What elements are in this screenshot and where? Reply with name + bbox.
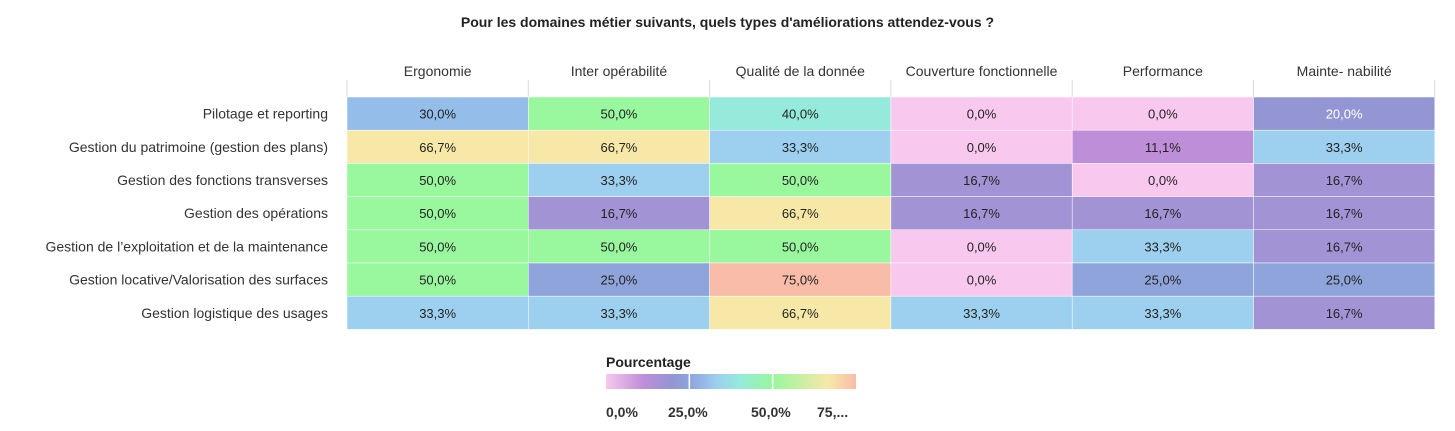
heatmap-cell bbox=[1071, 229, 1254, 264]
row-label: Gestion du patrimoine (gestion des plans… bbox=[69, 139, 328, 155]
column-label: Ergonomie bbox=[404, 63, 472, 79]
cell-value-label: 50,0% bbox=[782, 239, 819, 254]
cell-value-label: 66,7% bbox=[419, 140, 456, 155]
cell-value-label: 16,7% bbox=[963, 173, 1000, 188]
heatmap-cell bbox=[1071, 262, 1254, 297]
legend-tick-3: 75,... bbox=[817, 404, 849, 420]
cell-value-label: 25,0% bbox=[601, 273, 638, 288]
cell-value-label: 33,3% bbox=[1144, 306, 1181, 321]
cell-value-label: 33,3% bbox=[601, 306, 638, 321]
heatmap-cell bbox=[346, 163, 529, 197]
cell-value-label: 50,0% bbox=[419, 206, 456, 221]
cell-value-label: 33,3% bbox=[963, 306, 1000, 321]
heatmap-cell bbox=[1253, 163, 1436, 197]
cell-value-label: 33,3% bbox=[782, 140, 819, 155]
chart-title: Pour les domaines métier suivants, quels… bbox=[460, 14, 995, 30]
heatmap-cell bbox=[528, 229, 710, 264]
heatmap-cell bbox=[346, 196, 529, 231]
heatmap-cell bbox=[1071, 163, 1254, 197]
heatmap-cell bbox=[528, 96, 710, 131]
legend-tick-1: 25,0% bbox=[668, 404, 708, 420]
heatmap-cell bbox=[1253, 295, 1436, 330]
cell-value-label: 33,3% bbox=[419, 306, 456, 321]
cell-value-label: 40,0% bbox=[782, 107, 819, 122]
row-label: Gestion logistique des usages bbox=[141, 305, 328, 321]
row-label: Gestion des opérations bbox=[184, 205, 328, 221]
cell-value-label: 16,7% bbox=[1326, 239, 1363, 254]
heatmap-cell bbox=[890, 129, 1073, 164]
cell-value-label: 50,0% bbox=[601, 107, 638, 122]
heatmap-cell bbox=[890, 262, 1073, 297]
cell-value-label: 16,7% bbox=[601, 206, 638, 221]
heatmap-cell bbox=[709, 196, 892, 231]
row-label: Gestion locative/Valorisation des surfac… bbox=[69, 272, 328, 288]
legend-gradient bbox=[606, 374, 856, 389]
cell-value-label: 66,7% bbox=[782, 306, 819, 321]
heatmap-cell bbox=[890, 96, 1073, 131]
heatmap-cell bbox=[528, 196, 710, 231]
heatmap-cell bbox=[709, 163, 892, 197]
cell-value-label: 0,0% bbox=[967, 273, 997, 288]
heatmap-cell bbox=[890, 163, 1073, 197]
heatmap-cell bbox=[1071, 129, 1254, 164]
legend-tick-2: 50,0% bbox=[751, 404, 791, 420]
column-label: Performance bbox=[1123, 63, 1203, 79]
heatmap-cell bbox=[346, 229, 529, 264]
column-label: Couverture fonctionnelle bbox=[906, 63, 1058, 79]
heatmap-cell bbox=[709, 229, 892, 264]
heatmap-cell bbox=[1253, 129, 1436, 164]
heatmap-cell bbox=[528, 163, 710, 197]
heatmap-cell bbox=[1071, 295, 1254, 330]
cell-value-label: 50,0% bbox=[601, 239, 638, 254]
row-label: Gestion des fonctions transverses bbox=[117, 172, 328, 188]
heatmap-cell bbox=[709, 295, 892, 330]
cell-value-label: 0,0% bbox=[967, 107, 997, 122]
cell-value-label: 0,0% bbox=[1148, 173, 1178, 188]
heatmap-cell bbox=[346, 96, 529, 131]
row-label: Pilotage et reporting bbox=[203, 106, 328, 122]
cell-value-label: 16,7% bbox=[1326, 173, 1363, 188]
cell-value-label: 75,0% bbox=[782, 273, 819, 288]
cell-value-label: 0,0% bbox=[1148, 107, 1178, 122]
cell-value-label: 0,0% bbox=[967, 140, 997, 155]
heatmap-cell bbox=[346, 295, 529, 330]
legend-tick-0: 0,0% bbox=[606, 404, 638, 420]
cell-value-label: 66,7% bbox=[782, 206, 819, 221]
heatmap-cell bbox=[1253, 96, 1436, 131]
heatmap-cell bbox=[1253, 196, 1436, 231]
cell-value-label: 16,7% bbox=[1144, 206, 1181, 221]
cell-value-label: 50,0% bbox=[419, 173, 456, 188]
heatmap-cell bbox=[709, 262, 892, 297]
heatmap-cell bbox=[528, 295, 710, 330]
column-label: Inter opérabilité bbox=[571, 63, 668, 79]
cell-value-label: 11,1% bbox=[1145, 140, 1181, 155]
cell-value-label: 50,0% bbox=[419, 239, 456, 254]
cell-value-label: 25,0% bbox=[1326, 273, 1363, 288]
row-label: Gestion de l’exploitation et de la maint… bbox=[45, 238, 328, 254]
cell-value-label: 25,0% bbox=[1144, 273, 1181, 288]
heatmap-cell bbox=[890, 295, 1073, 330]
heatmap-chart: Ergonomie Inter opérabilité Qualité de la … bbox=[45, 63, 1436, 330]
cell-value-label: 66,7% bbox=[601, 140, 638, 155]
legend-title: Pourcentage bbox=[606, 354, 691, 370]
cell-value-label: 16,7% bbox=[963, 206, 1000, 221]
cell-value-label: 20,0% bbox=[1326, 107, 1363, 122]
heatmap-cell bbox=[528, 129, 710, 164]
cell-value-label: 30,0% bbox=[419, 107, 456, 122]
cell-value-label: 33,3% bbox=[1144, 239, 1181, 254]
column-label: Mainte- nabilité bbox=[1297, 63, 1392, 79]
cell-value-label: 33,3% bbox=[601, 173, 638, 188]
cell-value-label: 0,0% bbox=[967, 239, 997, 254]
cell-value-label: 50,0% bbox=[782, 173, 819, 188]
cell-value-label: 16,7% bbox=[1326, 206, 1363, 221]
cell-value-label: 33,3% bbox=[1326, 140, 1363, 155]
column-label: Qualité de la donnée bbox=[736, 63, 865, 79]
cell-value-label: 16,7% bbox=[1326, 306, 1363, 321]
heatmap-cell bbox=[1071, 196, 1254, 231]
heatmap-cell bbox=[709, 96, 892, 131]
cell-value-label: 50,0% bbox=[419, 273, 456, 288]
heatmap-cell bbox=[1253, 262, 1436, 297]
legend-color-bar bbox=[606, 374, 856, 389]
